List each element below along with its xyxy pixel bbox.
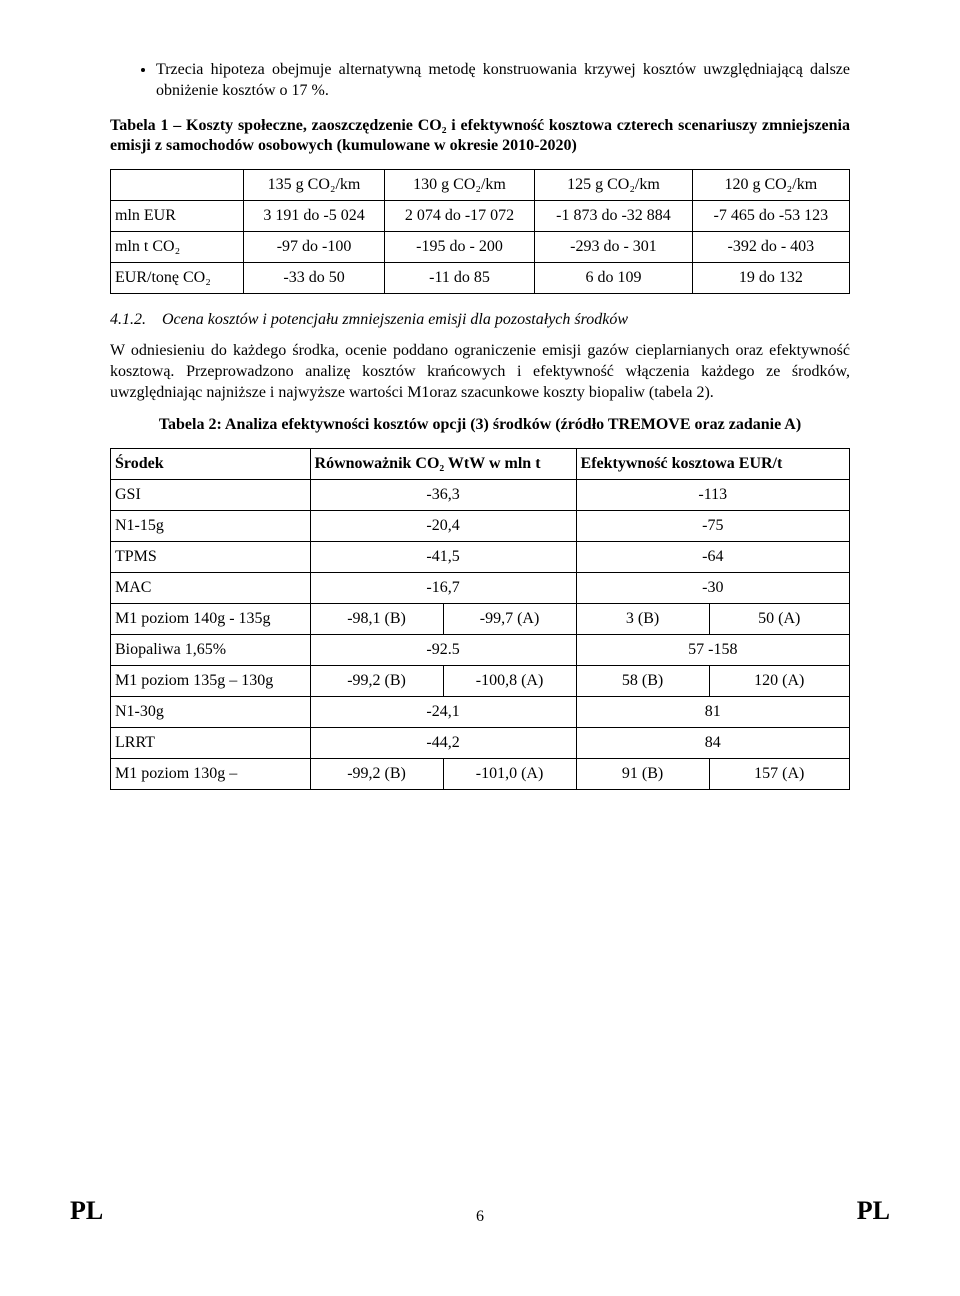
table-cell: 81: [576, 697, 849, 728]
table-header: Efektywność kosztowa EUR/t: [576, 449, 849, 480]
table-cell: 3 191 do -5 024: [244, 201, 384, 232]
table-cell: -113: [576, 480, 849, 511]
table-cell: -293 do - 301: [535, 232, 692, 263]
table-cell: -101,0 (A): [443, 759, 576, 790]
table-cell: 6 do 109: [535, 263, 692, 294]
table-cell: 91 (B): [576, 759, 709, 790]
bullet-item: Trzecia hipoteza obejmuje alternatywną m…: [156, 60, 850, 102]
table-cell: LRRT: [111, 728, 311, 759]
table-row: 135 g CO₂/km 130 g CO₂/km 125 g CO₂/km 1…: [111, 170, 850, 201]
table-cell: Biopaliwa 1,65%: [111, 635, 311, 666]
table-cell: M1 poziom 135g – 130g: [111, 666, 311, 697]
table-cell: GSI: [111, 480, 311, 511]
table-cell: 84: [576, 728, 849, 759]
table-cell: 57 -158: [576, 635, 849, 666]
table-cell: mln t CO₂: [111, 232, 244, 263]
table-cell: -7 465 do -53 123: [692, 201, 849, 232]
footer-left: PL: [70, 1196, 103, 1226]
table-cell: 157 (A): [709, 759, 849, 790]
table-row: LRRT -44,2 84: [111, 728, 850, 759]
table-cell: [111, 170, 244, 201]
table-cell: 19 do 132: [692, 263, 849, 294]
table-cell: M1 poziom 130g –: [111, 759, 311, 790]
table-cell: -98,1 (B): [310, 604, 443, 635]
table-cell: -1 873 do -32 884: [535, 201, 692, 232]
table-cell: EUR/tonę CO₂: [111, 263, 244, 294]
table-cell: -30: [576, 573, 849, 604]
table2-caption: Tabela 2: Analiza efektywności kosztów o…: [110, 415, 850, 436]
section-heading: 4.1.2. Ocena kosztów i potencjału zmniej…: [110, 310, 850, 331]
table-cell: 120 g CO₂/km: [692, 170, 849, 201]
table-cell: -36,3: [310, 480, 576, 511]
table-cell: -92.5: [310, 635, 576, 666]
table-header: Równoważnik CO₂ WtW w mln t: [310, 449, 576, 480]
table1-caption: Tabela 1 – Koszty społeczne, zaoszczędze…: [110, 116, 850, 158]
table-cell: N1-30g: [111, 697, 311, 728]
table-cell: -44,2: [310, 728, 576, 759]
table-row: Biopaliwa 1,65% -92.5 57 -158: [111, 635, 850, 666]
table-cell: 58 (B): [576, 666, 709, 697]
table-2: Środek Równoważnik CO₂ WtW w mln t Efekt…: [110, 448, 850, 790]
table-row: EUR/tonę CO₂ -33 do 50 -11 do 85 6 do 10…: [111, 263, 850, 294]
table-row: Środek Równoważnik CO₂ WtW w mln t Efekt…: [111, 449, 850, 480]
footer-right: PL: [857, 1196, 890, 1226]
table-cell: -100,8 (A): [443, 666, 576, 697]
table-1: 135 g CO₂/km 130 g CO₂/km 125 g CO₂/km 1…: [110, 169, 850, 294]
table-cell: MAC: [111, 573, 311, 604]
table-cell: -24,1: [310, 697, 576, 728]
table-cell: -99,7 (A): [443, 604, 576, 635]
paragraph: W odniesieniu do każdego środka, ocenie …: [110, 341, 850, 403]
table-cell: N1-15g: [111, 511, 311, 542]
table-cell: -41,5: [310, 542, 576, 573]
page-number: 6: [476, 1208, 484, 1226]
table-cell: -64: [576, 542, 849, 573]
table-cell: 135 g CO₂/km: [244, 170, 384, 201]
table-cell: -33 do 50: [244, 263, 384, 294]
section-title: Ocena kosztów i potencjału zmniejszenia …: [162, 311, 628, 328]
table-row: mln EUR 3 191 do -5 024 2 074 do -17 072…: [111, 201, 850, 232]
table-cell: 125 g CO₂/km: [535, 170, 692, 201]
table-cell: 2 074 do -17 072: [384, 201, 535, 232]
table-cell: -392 do - 403: [692, 232, 849, 263]
table-cell: 50 (A): [709, 604, 849, 635]
table-cell: M1 poziom 140g - 135g: [111, 604, 311, 635]
table-cell: 120 (A): [709, 666, 849, 697]
table-row: N1-15g -20,4 -75: [111, 511, 850, 542]
section-number: 4.1.2.: [110, 311, 146, 328]
table-cell: -97 do -100: [244, 232, 384, 263]
table-cell: -20,4: [310, 511, 576, 542]
table-row: TPMS -41,5 -64: [111, 542, 850, 573]
table-cell: -99,2 (B): [310, 666, 443, 697]
table-row: M1 poziom 135g – 130g -99,2 (B) -100,8 (…: [111, 666, 850, 697]
table-cell: 3 (B): [576, 604, 709, 635]
table-header: Środek: [111, 449, 311, 480]
table-row: mln t CO₂ -97 do -100 -195 do - 200 -293…: [111, 232, 850, 263]
table-row: MAC -16,7 -30: [111, 573, 850, 604]
page-footer: PL 6 PL: [0, 1196, 960, 1226]
table-cell: -99,2 (B): [310, 759, 443, 790]
bullet-list: Trzecia hipoteza obejmuje alternatywną m…: [110, 60, 850, 102]
table-row: GSI -36,3 -113: [111, 480, 850, 511]
table-cell: -16,7: [310, 573, 576, 604]
table-cell: mln EUR: [111, 201, 244, 232]
table-row: N1-30g -24,1 81: [111, 697, 850, 728]
table-cell: 130 g CO₂/km: [384, 170, 535, 201]
table-row: M1 poziom 140g - 135g -98,1 (B) -99,7 (A…: [111, 604, 850, 635]
table-cell: TPMS: [111, 542, 311, 573]
table-cell: -75: [576, 511, 849, 542]
table-row: M1 poziom 130g – -99,2 (B) -101,0 (A) 91…: [111, 759, 850, 790]
table-cell: -11 do 85: [384, 263, 535, 294]
table-cell: -195 do - 200: [384, 232, 535, 263]
